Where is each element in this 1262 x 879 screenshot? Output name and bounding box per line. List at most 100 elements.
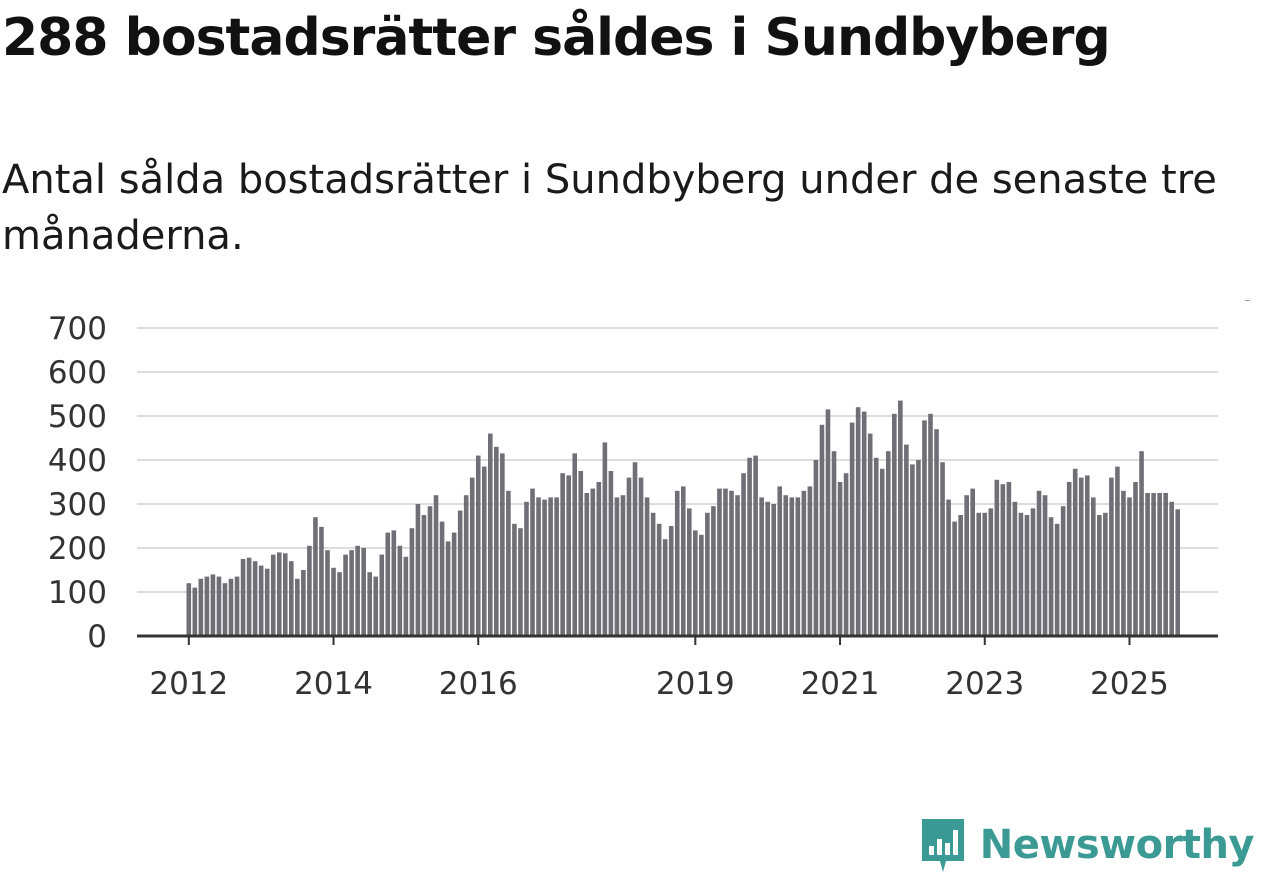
bar xyxy=(1000,484,1006,636)
bar xyxy=(198,578,204,636)
bar xyxy=(638,477,644,636)
x-tick-label: 2023 xyxy=(945,666,1024,702)
bar xyxy=(1109,477,1114,636)
bar xyxy=(952,521,957,636)
bar xyxy=(861,411,867,636)
x-axis-ticks: 2012 2014 2016 2019 2021 2023 2025 xyxy=(149,636,1169,702)
x-tick-label: 2014 xyxy=(294,666,373,702)
x-tick-label: 2012 xyxy=(149,666,228,702)
bar xyxy=(1030,508,1036,636)
x-tick-label: 2025 xyxy=(1090,666,1169,702)
bar xyxy=(518,528,523,636)
bar xyxy=(234,576,240,636)
chart-subtitle: Antal sålda bostadsrätter i Sundbyberg u… xyxy=(2,157,1217,259)
bar xyxy=(898,400,903,636)
bar xyxy=(837,482,843,636)
bar xyxy=(481,466,487,636)
bar xyxy=(584,493,590,636)
bar xyxy=(1054,523,1060,636)
bar xyxy=(560,473,565,636)
y-tick-label: 300 xyxy=(48,487,107,523)
bar xyxy=(1103,512,1108,636)
bar xyxy=(1091,497,1096,636)
bar xyxy=(409,528,415,636)
x-tick-label: 2019 xyxy=(656,666,735,702)
bars xyxy=(186,400,1181,636)
bar xyxy=(1012,501,1018,636)
bar xyxy=(644,497,650,636)
bar xyxy=(759,497,764,636)
bar xyxy=(433,495,439,636)
y-tick-label: 400 xyxy=(48,443,107,479)
bar xyxy=(626,477,632,636)
bar xyxy=(469,477,475,636)
bar xyxy=(735,495,740,636)
chart-title: 288 bostadsrätter såldes i Sundbyberg xyxy=(2,8,1111,68)
bar xyxy=(1169,501,1174,636)
bar xyxy=(337,572,342,636)
bar xyxy=(1036,490,1042,636)
bar xyxy=(313,517,318,636)
bar xyxy=(331,567,336,636)
bar xyxy=(614,497,620,636)
bar xyxy=(415,504,421,636)
bar xyxy=(855,407,861,636)
bar xyxy=(686,508,692,636)
bar xyxy=(994,479,1000,636)
bar xyxy=(349,550,354,636)
bar xyxy=(885,451,891,636)
y-axis-ticks: 0 100 200 300 400 500 600 700 xyxy=(48,311,107,655)
bar xyxy=(717,488,722,636)
bar xyxy=(789,497,795,636)
newsworthy-logo[interactable]: Newsworthy xyxy=(918,815,1255,875)
bar xyxy=(723,488,728,636)
bar xyxy=(982,512,988,636)
bar xyxy=(427,506,433,636)
bar xyxy=(843,473,849,636)
bar xyxy=(1145,493,1150,636)
bar xyxy=(674,490,680,636)
bar xyxy=(403,556,409,636)
bar xyxy=(210,574,216,636)
bar xyxy=(421,515,427,636)
bar xyxy=(270,554,276,636)
bar xyxy=(879,468,885,636)
data-labels: 288 xyxy=(1214,300,1262,312)
bar xyxy=(825,409,831,636)
bar xyxy=(445,541,451,636)
bar xyxy=(566,475,571,636)
bar xyxy=(1151,493,1156,636)
bar xyxy=(367,572,372,636)
x-tick-label: 2021 xyxy=(801,666,880,702)
bar xyxy=(668,526,674,636)
bar xyxy=(1097,515,1102,636)
bar xyxy=(228,578,234,636)
bar xyxy=(1060,506,1066,636)
y-tick-label: 100 xyxy=(48,575,107,611)
bar xyxy=(753,455,758,636)
bar xyxy=(771,504,777,636)
bar xyxy=(542,499,547,636)
bar xyxy=(186,583,192,636)
bar xyxy=(741,473,746,636)
bar xyxy=(397,545,403,636)
bar xyxy=(289,561,294,636)
bar xyxy=(530,488,535,636)
bar xyxy=(307,545,312,636)
bar xyxy=(506,490,511,636)
bar xyxy=(946,499,951,636)
bar xyxy=(373,576,379,636)
bar xyxy=(379,554,385,636)
bar xyxy=(693,530,698,636)
bar xyxy=(650,512,656,636)
bar xyxy=(536,497,541,636)
bar xyxy=(325,550,330,636)
bar xyxy=(252,561,258,636)
y-tick-label: 200 xyxy=(48,531,107,567)
data-label-last: 288 xyxy=(1218,300,1262,308)
bar xyxy=(240,559,246,636)
bar xyxy=(602,442,608,636)
bar xyxy=(1121,490,1126,636)
bar xyxy=(1127,497,1132,636)
